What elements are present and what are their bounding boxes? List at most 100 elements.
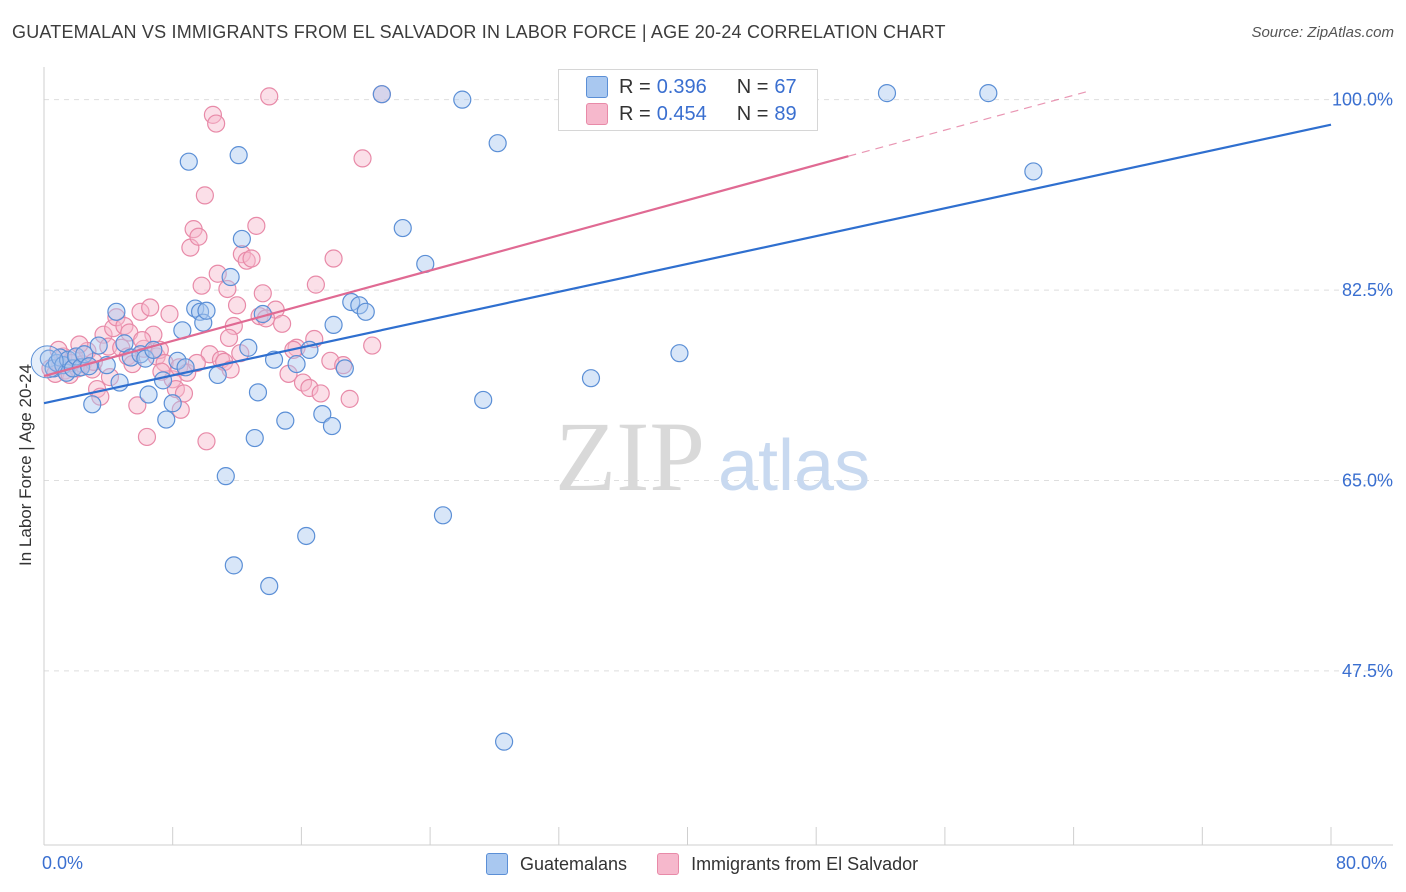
point-guatemalans	[433, 506, 453, 525]
y-tick-label: 100.0%	[1332, 90, 1393, 110]
x-tick-label-min: 0.0%	[42, 853, 84, 873]
point-guatemalans	[163, 394, 182, 413]
legend-n-label: N =	[736, 75, 769, 98]
point-el-salvador	[306, 275, 325, 294]
point-guatemalans	[670, 344, 689, 363]
point-el-salvador	[83, 360, 102, 379]
point-el-salvador	[242, 249, 261, 268]
trend-line-guatemalans	[43, 123, 1332, 405]
point-el-salvador	[260, 87, 279, 106]
point-guatemalans	[194, 313, 213, 332]
point-el-salvador	[300, 378, 319, 398]
point-guatemalans	[153, 371, 173, 390]
y-tick-label: 47.5%	[1342, 661, 1393, 681]
point-guatemalans	[1024, 162, 1043, 181]
point-guatemalans	[239, 338, 258, 357]
point-el-salvador	[340, 389, 359, 408]
point-guatemalans	[75, 345, 94, 364]
axes	[43, 67, 1393, 846]
point-guatemalans	[350, 296, 369, 315]
legend-n-value: 89	[774, 102, 797, 125]
point-guatemalans	[877, 84, 897, 103]
legend-swatch-pink	[657, 853, 680, 875]
point-guatemalans	[245, 428, 264, 448]
y-tick-labels: 100.0% 82.5% 65.0% 47.5%	[1332, 90, 1393, 681]
point-el-salvador	[144, 325, 163, 344]
legend-swatch-pink	[586, 103, 608, 125]
y-tick-label: 65.0%	[1342, 470, 1393, 490]
legend-row-el-salvador: R = 0.454 N = 89	[586, 101, 797, 127]
watermark-zip: ZIP	[555, 401, 705, 512]
y-axis-label: In Labor Force | Age 20-24	[16, 364, 35, 566]
point-el-salvador	[363, 336, 382, 355]
point-guatemalans	[260, 576, 279, 596]
point-el-salvador	[141, 298, 160, 317]
point-el-salvador	[272, 314, 292, 333]
point-el-salvador	[137, 427, 157, 447]
point-el-salvador	[195, 186, 214, 205]
series-immigrants-el-salvador	[41, 85, 391, 451]
point-guatemalans	[324, 315, 343, 334]
legend-r-value: 0.454	[656, 102, 707, 125]
point-guatemalans	[83, 395, 102, 414]
point-cluster	[30, 345, 64, 379]
point-el-salvador	[197, 432, 216, 451]
point-el-salvador	[207, 114, 226, 133]
point-guatemalans	[190, 302, 210, 321]
point-guatemalans	[276, 411, 295, 430]
legend-label-guatemalans: Guatemalans	[520, 853, 628, 874]
point-el-salvador	[219, 328, 239, 348]
point-guatemalans	[216, 467, 235, 486]
point-el-salvador	[227, 296, 247, 315]
point-guatemalans	[356, 302, 375, 321]
y-tick-label: 82.5%	[1342, 280, 1393, 300]
point-guatemalans	[224, 556, 243, 575]
point-guatemalans	[313, 405, 332, 424]
point-el-salvador	[253, 284, 272, 303]
point-guatemalans	[89, 336, 108, 355]
point-guatemalans	[322, 416, 342, 436]
grid-lines	[44, 99, 1393, 672]
point-guatemalans	[232, 229, 251, 249]
point-el-salvador	[131, 302, 150, 321]
legend-n-value: 67	[774, 75, 797, 98]
legend-r-value: 0.396	[656, 75, 707, 98]
legend-item-guatemalans: Guatemalans	[486, 853, 627, 875]
point-guatemalans	[287, 354, 306, 374]
legend-item-el-salvador: Immigrants from El Salvador	[657, 853, 918, 875]
legend-r-label: R =	[619, 102, 651, 125]
point-guatemalans	[495, 732, 514, 751]
watermark-atlas: atlas	[718, 426, 870, 506]
point-el-salvador	[247, 216, 266, 235]
point-guatemalans	[197, 301, 216, 320]
point-guatemalans	[581, 369, 601, 388]
point-guatemalans	[372, 85, 391, 104]
trend-line-el-salvador	[43, 155, 849, 378]
legend-row-guatemalans: R = 0.396 N = 67	[586, 74, 797, 100]
point-el-salvador	[100, 368, 120, 387]
legend-r-label: R =	[619, 75, 651, 98]
legend-swatch-blue	[486, 853, 508, 875]
point-el-salvador	[160, 304, 179, 324]
point-el-salvador	[200, 345, 219, 364]
point-guatemalans	[297, 526, 316, 546]
point-guatemalans	[107, 302, 126, 321]
point-guatemalans	[139, 385, 158, 404]
point-el-salvador	[128, 396, 147, 415]
point-el-salvador	[353, 149, 372, 168]
point-guatemalans	[393, 218, 412, 238]
point-el-salvador	[94, 325, 113, 344]
point-el-salvador	[324, 249, 343, 268]
point-guatemalans	[335, 359, 354, 378]
point-el-salvador	[218, 279, 237, 299]
point-guatemalans	[186, 299, 205, 318]
point-el-salvador	[192, 276, 211, 295]
legend-n-label: N =	[736, 102, 769, 125]
point-el-salvador	[311, 384, 330, 403]
point-guatemalans	[474, 390, 493, 410]
point-guatemalans	[248, 383, 268, 402]
chart-title: GUATEMALAN VS IMMIGRANTS FROM EL SALVADO…	[12, 22, 946, 42]
series-legend: Guatemalans Immigrants from El Salvador	[486, 852, 948, 876]
legend-label-el-salvador: Immigrants from El Salvador	[691, 853, 919, 874]
